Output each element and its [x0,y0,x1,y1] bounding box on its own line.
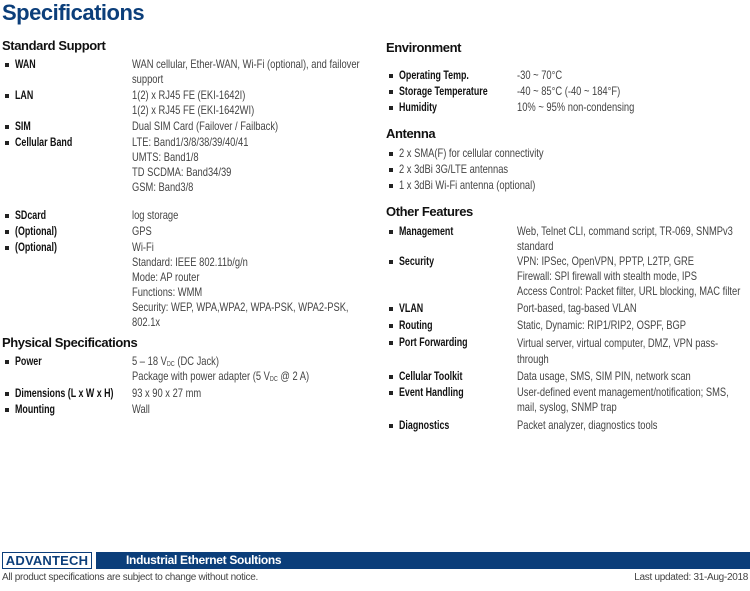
spec-label: Humidity [399,100,437,114]
spec-label: Diagnostics [399,418,450,432]
bullet-icon [388,84,398,99]
spec-value: Packet analyzer, diagnostics tools [517,418,658,432]
spec-label: Power [15,354,42,368]
list-item-text: 2 x SMA(F) for cellular connectivity [399,146,544,160]
bullet-icon [4,402,14,417]
bullet-icon [388,178,398,193]
list-item-text: 2 x 3dBi 3G/LTE antennas [399,162,509,176]
bullet-icon [388,301,398,316]
bullet-icon [388,418,398,433]
bullet-icon [4,208,14,223]
spec-label: VLAN [399,301,424,315]
spec-label: Event Handling [399,385,464,399]
spec-label: (Optional) [15,224,57,238]
bullet-icon [388,318,398,333]
spec-label: Security [399,254,435,268]
bullet-icon [4,135,14,150]
spec-value: -40 ~ 85°C (-40 ~ 184°F) [517,84,621,98]
spec-label: Port Forwarding [399,335,468,349]
bullet-icon [388,68,398,83]
spec-label: WAN [15,57,36,71]
section-heading-physical: Physical Specifications [2,335,138,350]
spec-value: User-defined event management/notificati… [517,385,729,414]
spec-value: VPN: IPSec, OpenVPN, PPTP, L2TP, GRE Fir… [517,254,741,298]
spec-value: 5 – 18 VDC (DC Jack) Package with power a… [132,354,310,383]
section-heading-other-features: Other Features [386,204,473,219]
spec-value: Virtual server, virtual computer, DMZ, V… [517,336,719,366]
bullet-icon [4,354,14,369]
spec-value: GPS [132,224,152,238]
section-heading-antenna: Antenna [386,126,436,141]
bullet-icon [4,224,14,239]
spec-value: 10% ~ 95% non-condensing [517,100,635,114]
bullet-icon [388,224,398,239]
bullet-icon [4,386,14,401]
page-title: Specifications [2,0,145,25]
spec-label: Storage Temperature [399,84,488,98]
spec-label: Cellular Band [15,135,73,149]
footer-notice: All product specifications are subject t… [2,572,258,583]
spec-value: 1(2) x RJ45 FE (EKI-1642I) 1(2) x RJ45 F… [132,88,255,117]
spec-value: Port-based, tag-based VLAN [517,301,637,315]
spec-label: Management [399,224,454,238]
spec-value: Wi-Fi Standard: IEEE 802.11b/g/n Mode: A… [132,240,349,329]
bullet-icon [388,162,398,177]
bullet-icon [388,369,398,384]
bullet-icon [388,254,398,269]
spec-label: Cellular Toolkit [399,369,463,383]
spec-label: SIM [15,119,31,133]
bullet-icon [4,240,14,255]
bullet-icon [388,100,398,115]
bullet-icon [4,88,14,103]
spec-value: WAN cellular, Ether-WAN, Wi-Fi (optional… [132,57,360,86]
bullet-icon [388,335,398,350]
spec-value: log storage [132,208,179,222]
spec-value: Wall [132,402,150,416]
footer-updated: Last updated: 31-Aug-2018 [634,572,748,583]
advantech-logo: ADVANTECH [2,552,92,569]
spec-label: Operating Temp. [399,68,469,82]
spec-value: LTE: Band1/3/8/38/39/40/41 UMTS: Band1/8… [132,135,249,194]
bullet-icon [388,146,398,161]
spec-label: LAN [15,88,34,102]
bullet-icon [4,119,14,134]
spec-label: Mounting [15,402,55,416]
footer-banner: Industrial Ethernet Soultions [96,552,750,569]
section-heading-environment: Environment [386,40,462,55]
spec-value: Dual SIM Card (Failover / Failback) [132,119,279,133]
spec-label: SDcard [15,208,47,222]
spec-label: (Optional) [15,240,57,254]
spec-value: Web, Telnet CLI, command script, TR-069,… [517,224,733,253]
bullet-icon [4,57,14,72]
list-item-text: 1 x 3dBi Wi-Fi antenna (optional) [399,178,536,192]
spec-label: Routing [399,318,433,332]
bullet-icon [388,385,398,400]
spec-value: Data usage, SMS, SIM PIN, network scan [517,369,691,383]
spec-value: Static, Dynamic: RIP1/RIP2, OSPF, BGP [517,318,687,332]
section-heading-standard-support: Standard Support [2,38,106,53]
spec-value: 93 x 90 x 27 mm [132,386,202,400]
spec-value: -30 ~ 70°C [517,68,563,82]
spec-label: Dimensions (L x W x H) [15,386,114,400]
